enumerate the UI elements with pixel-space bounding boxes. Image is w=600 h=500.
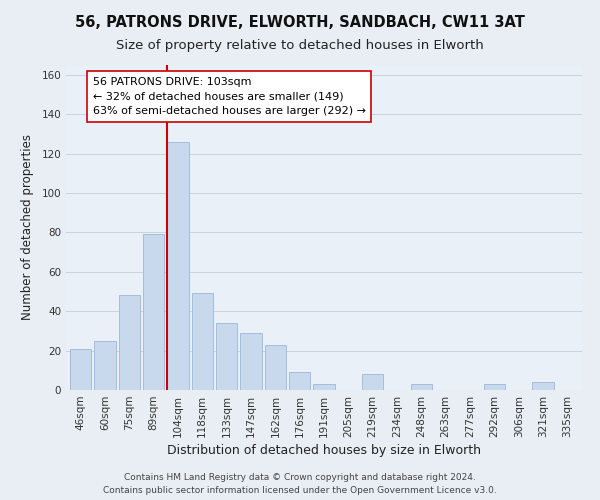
Bar xyxy=(167,142,188,390)
Bar xyxy=(532,382,554,390)
Bar xyxy=(70,348,91,390)
Bar xyxy=(362,374,383,390)
Text: Size of property relative to detached houses in Elworth: Size of property relative to detached ho… xyxy=(116,39,484,52)
Bar xyxy=(240,333,262,390)
Text: Contains HM Land Registry data © Crown copyright and database right 2024.
Contai: Contains HM Land Registry data © Crown c… xyxy=(103,474,497,495)
Bar xyxy=(484,384,505,390)
Bar xyxy=(216,323,238,390)
X-axis label: Distribution of detached houses by size in Elworth: Distribution of detached houses by size … xyxy=(167,444,481,457)
Y-axis label: Number of detached properties: Number of detached properties xyxy=(22,134,34,320)
Text: 56 PATRONS DRIVE: 103sqm
← 32% of detached houses are smaller (149)
63% of semi-: 56 PATRONS DRIVE: 103sqm ← 32% of detach… xyxy=(93,77,366,116)
Bar xyxy=(94,341,116,390)
Bar xyxy=(119,296,140,390)
Text: 56, PATRONS DRIVE, ELWORTH, SANDBACH, CW11 3AT: 56, PATRONS DRIVE, ELWORTH, SANDBACH, CW… xyxy=(75,15,525,30)
Bar xyxy=(191,294,213,390)
Bar xyxy=(410,384,432,390)
Bar xyxy=(143,234,164,390)
Bar xyxy=(313,384,335,390)
Bar xyxy=(289,372,310,390)
Bar xyxy=(265,344,286,390)
